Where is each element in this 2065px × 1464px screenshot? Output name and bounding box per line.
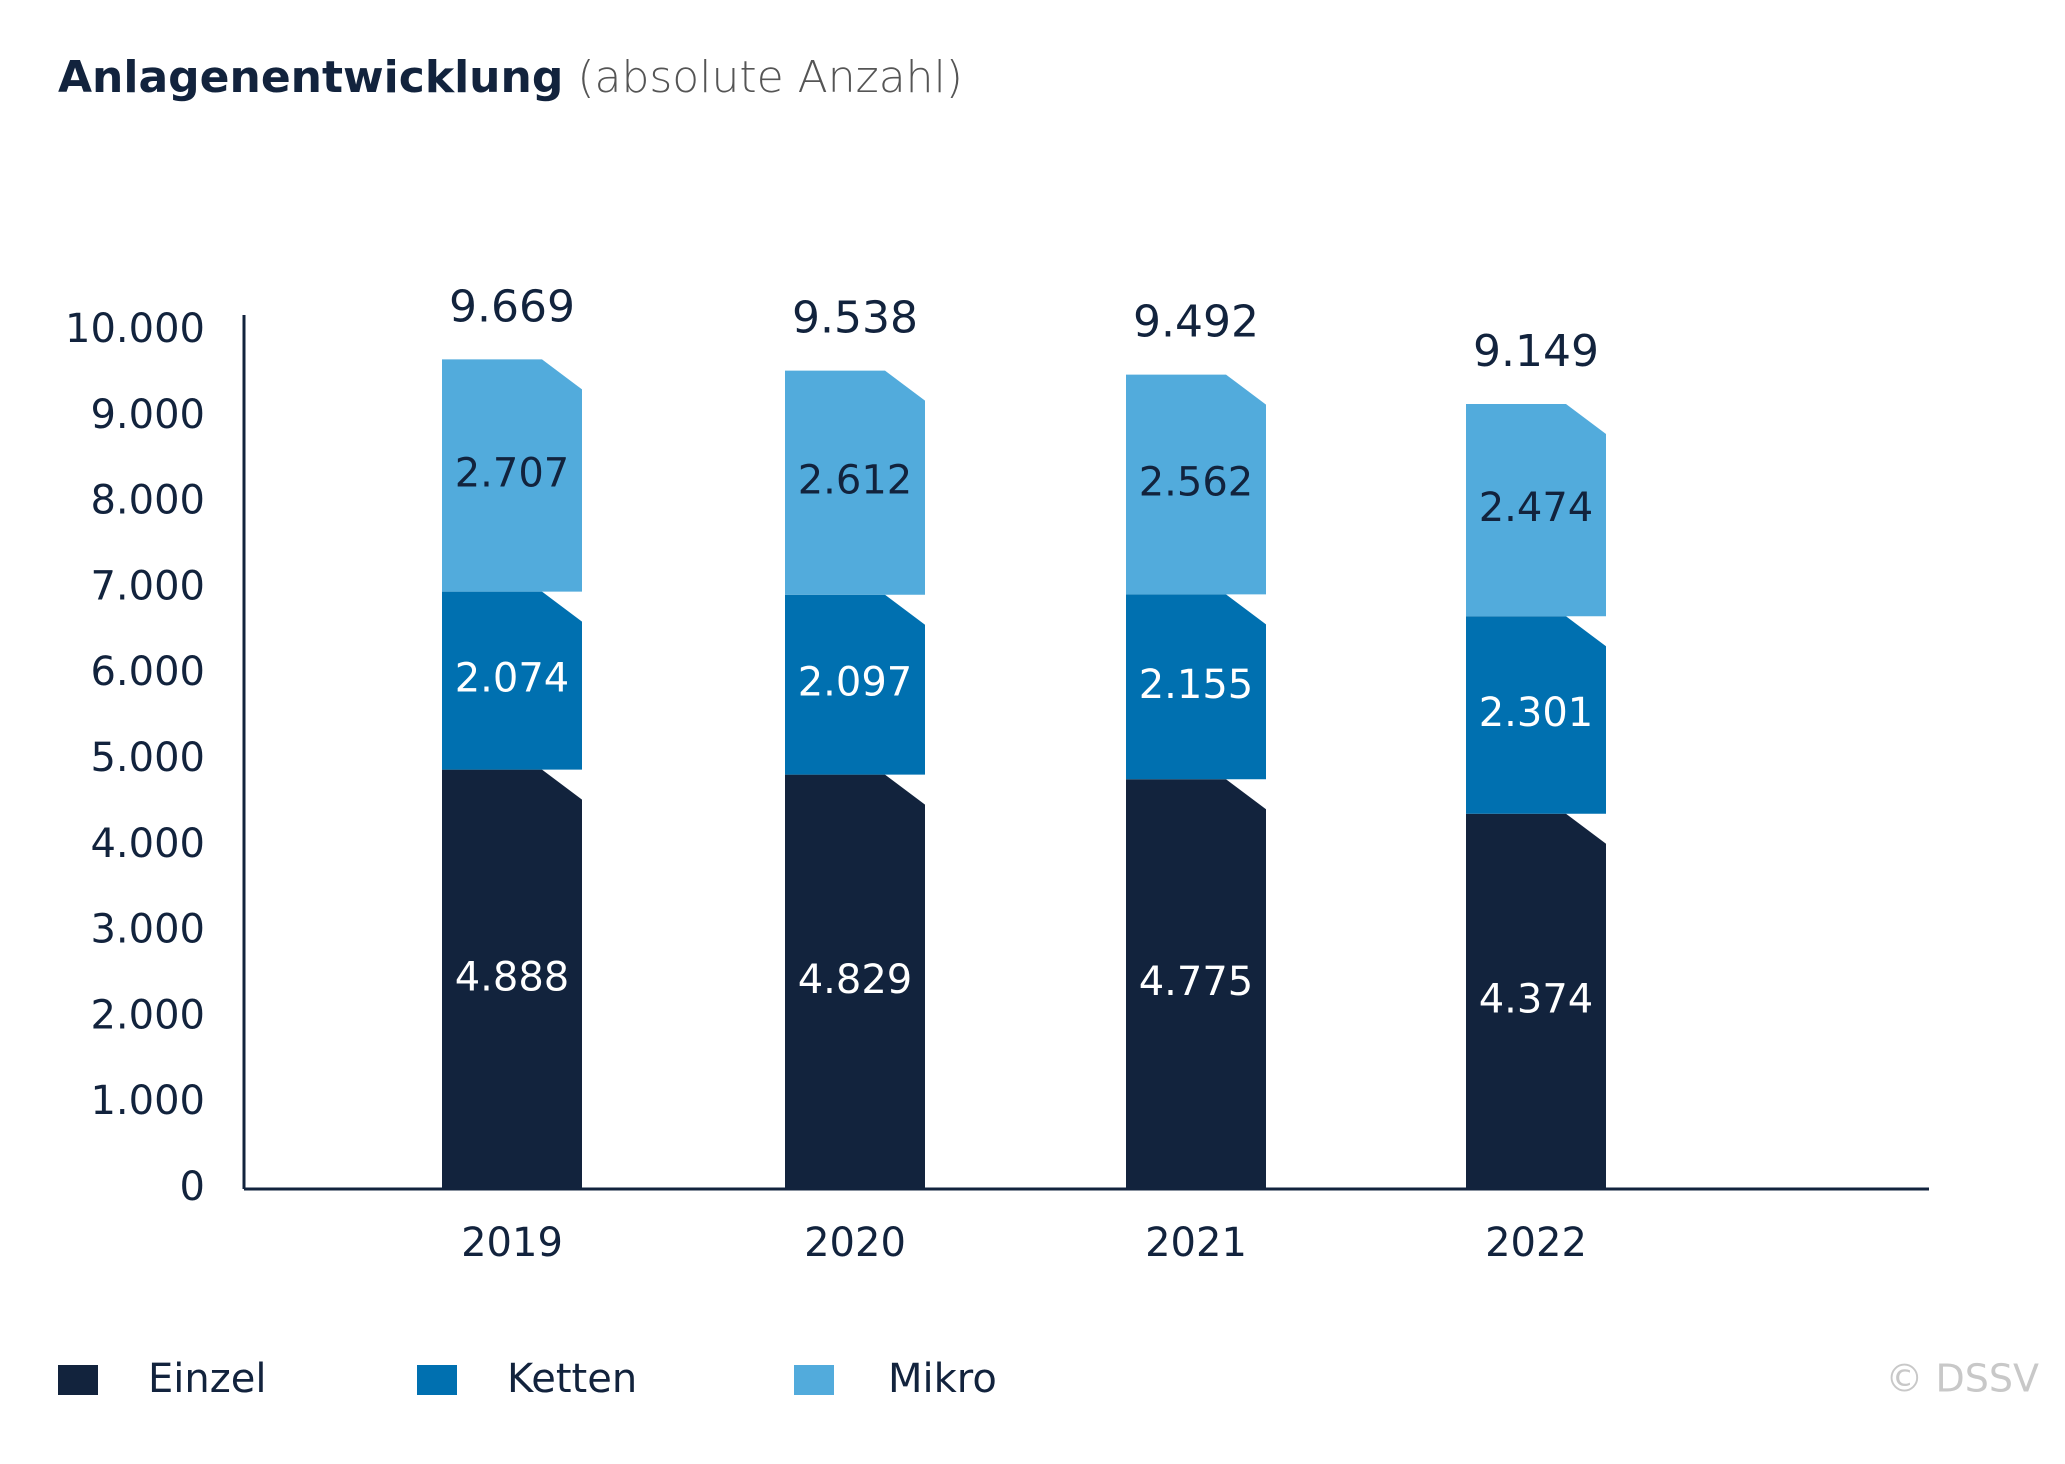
chart-title: Anlagenentwicklung <box>58 52 563 103</box>
bar-segment <box>1466 404 1606 617</box>
total-label: 9.669 <box>449 281 575 332</box>
bar-segment <box>785 370 925 595</box>
value-label: 2.097 <box>798 660 913 706</box>
bar-segment <box>442 591 582 770</box>
legend-label: Mikro <box>888 1356 997 1402</box>
y-tick-label: 1.000 <box>90 1078 205 1124</box>
y-tick-label: 5.000 <box>90 735 205 781</box>
value-label: 2.301 <box>1479 690 1594 736</box>
y-tick-label: 6.000 <box>90 649 205 695</box>
bar-segment <box>785 774 925 1189</box>
y-tick-label: 10.000 <box>65 306 205 352</box>
value-label: 2.562 <box>1139 459 1254 505</box>
x-tick-label: 2019 <box>461 1220 563 1266</box>
bar-segment <box>1126 374 1266 595</box>
x-tick-label: 2021 <box>1145 1220 1247 1266</box>
value-label: 2.074 <box>455 656 570 702</box>
legend-label: Ketten <box>507 1356 637 1402</box>
y-tick-label: 4.000 <box>90 821 205 867</box>
bar-segment <box>785 594 925 775</box>
bar-segment <box>1126 594 1266 780</box>
legend-swatch <box>417 1365 457 1395</box>
y-tick-label: 3.000 <box>90 907 205 953</box>
chart-subtitle: (absolute Anzahl) <box>577 52 963 103</box>
y-tick-label: 9.000 <box>90 392 205 438</box>
chart-title-group: Anlagenentwicklung (absolute Anzahl) <box>58 52 963 103</box>
value-label: 4.775 <box>1139 959 1254 1005</box>
value-label: 2.474 <box>1479 485 1594 531</box>
total-label: 9.492 <box>1133 297 1259 348</box>
legend-label: Einzel <box>148 1356 266 1402</box>
x-tick-label: 2020 <box>804 1220 906 1266</box>
total-label: 9.149 <box>1473 326 1599 377</box>
y-tick-label: 8.000 <box>90 478 205 524</box>
legend-swatch <box>794 1365 834 1395</box>
x-tick-label: 2022 <box>1485 1220 1587 1266</box>
total-label: 9.538 <box>792 293 918 344</box>
y-tick-label: 2.000 <box>90 992 205 1038</box>
value-label: 2.612 <box>798 458 913 504</box>
value-label: 4.829 <box>798 957 913 1003</box>
value-label: 4.888 <box>455 954 570 1000</box>
copyright: © DSSV <box>1885 1357 2039 1401</box>
bar-segment <box>1126 779 1266 1189</box>
legend-swatch <box>58 1365 98 1395</box>
value-label: 2.155 <box>1139 662 1254 708</box>
bar-segment <box>442 359 582 592</box>
y-tick-label: 0 <box>180 1164 205 1210</box>
value-label: 2.707 <box>455 451 570 497</box>
value-label: 4.374 <box>1479 976 1594 1022</box>
bar-segment <box>1466 616 1606 814</box>
bar-segment <box>1466 813 1606 1189</box>
bar-segment <box>442 769 582 1189</box>
y-tick-label: 7.000 <box>90 563 205 609</box>
